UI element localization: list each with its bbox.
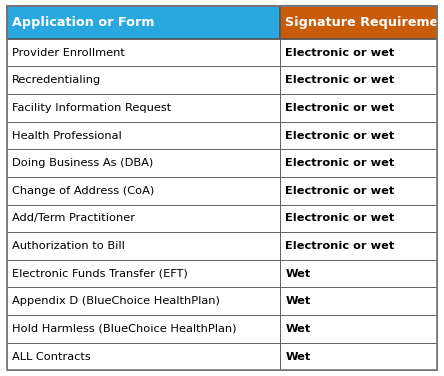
Bar (7, 67, 280, 94)
Text: Authorization to Bill: Authorization to Bill (12, 241, 125, 251)
Bar (7, 149, 280, 177)
Text: Recredentialing: Recredentialing (12, 75, 101, 85)
Bar (7, 343, 280, 370)
Text: Electronic or wet: Electronic or wet (285, 241, 395, 251)
Bar (280, 232, 437, 260)
Bar (280, 315, 437, 343)
Text: Electronic or wet: Electronic or wet (285, 214, 395, 223)
Bar (280, 149, 437, 177)
Text: Electronic or wet: Electronic or wet (285, 75, 395, 85)
Bar (7, 315, 280, 343)
Text: Hold Harmless (BlueChoice HealthPlan): Hold Harmless (BlueChoice HealthPlan) (12, 324, 237, 334)
Text: Electronic or wet: Electronic or wet (285, 186, 395, 196)
Bar (280, 39, 437, 67)
Bar (280, 6, 437, 39)
Bar (280, 260, 437, 288)
Bar (280, 177, 437, 205)
Text: Electronic Funds Transfer (EFT): Electronic Funds Transfer (EFT) (12, 269, 188, 279)
Bar (7, 122, 280, 149)
Text: Electronic or wet: Electronic or wet (285, 48, 395, 58)
Bar (7, 39, 280, 67)
Bar (280, 205, 437, 232)
Text: Add/Term Practitioner: Add/Term Practitioner (12, 214, 135, 223)
Bar (7, 260, 280, 288)
Bar (280, 67, 437, 94)
Bar (280, 343, 437, 370)
Bar (7, 288, 280, 315)
Text: Facility Information Request: Facility Information Request (12, 103, 171, 113)
Bar (7, 94, 280, 122)
Text: Health Professional: Health Professional (12, 130, 122, 141)
Bar (7, 205, 280, 232)
Text: Electronic or wet: Electronic or wet (285, 130, 395, 141)
Text: Change of Address (CoA): Change of Address (CoA) (12, 186, 154, 196)
Text: Electronic or wet: Electronic or wet (285, 158, 395, 168)
Bar (280, 94, 437, 122)
Text: Electronic or wet: Electronic or wet (285, 103, 395, 113)
Text: Signature Requirements: Signature Requirements (285, 16, 444, 29)
Text: Provider Enrollment: Provider Enrollment (12, 48, 125, 58)
Bar (280, 288, 437, 315)
Bar (7, 177, 280, 205)
Text: Wet: Wet (285, 296, 311, 306)
Bar (280, 122, 437, 149)
Text: Wet: Wet (285, 352, 311, 362)
Text: Doing Business As (DBA): Doing Business As (DBA) (12, 158, 153, 168)
Bar (7, 6, 280, 39)
Text: ALL Contracts: ALL Contracts (12, 352, 91, 362)
Text: Wet: Wet (285, 269, 311, 279)
Text: Wet: Wet (285, 324, 311, 334)
Bar (7, 232, 280, 260)
Text: Application or Form: Application or Form (12, 16, 155, 29)
Text: Appendix D (BlueChoice HealthPlan): Appendix D (BlueChoice HealthPlan) (12, 296, 220, 306)
